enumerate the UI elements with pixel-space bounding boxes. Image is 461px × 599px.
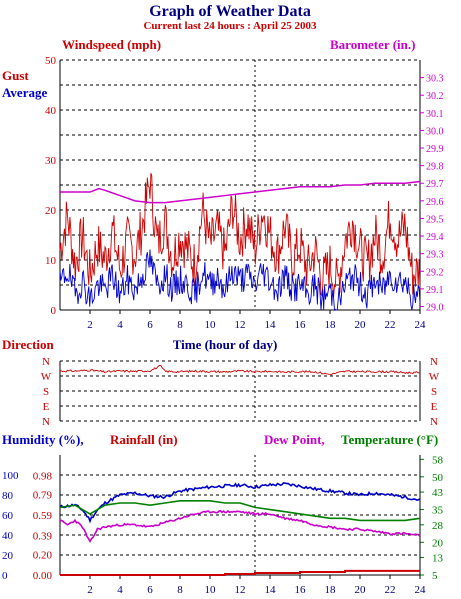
windspeed-tick-label: 10	[45, 255, 57, 267]
rainfall-tick-label: 0.59	[33, 510, 53, 522]
barometer-axis-label: Barometer (in.)	[330, 37, 415, 52]
humidity-time-tick-label: 18	[325, 584, 337, 596]
average-series-line	[59, 249, 421, 311]
temperature-tick-label: 58	[432, 454, 444, 466]
chart-subtitle: Current last 24 hours : April 25 2003	[143, 20, 317, 32]
humidity-time-tick-label: 10	[205, 584, 217, 596]
barometer-tick-label: 30.0	[426, 126, 444, 137]
temperature-tick-label: 28	[432, 520, 444, 532]
direction-tick-label-right: E	[431, 401, 438, 413]
barometer-tick-label: 29.8	[426, 162, 444, 173]
humidity-series-line	[59, 482, 421, 524]
humidity-tick-label: 20	[2, 550, 14, 562]
time-tick-label: 4	[117, 319, 123, 331]
barometer-tick-label: 29.9	[426, 144, 444, 155]
barometer-tick-label: 29.4	[426, 232, 444, 243]
rainfall-tick-label: 0.79	[33, 490, 53, 502]
humidity-time-tick-label: 16	[295, 584, 307, 596]
barometer-tick-label: 29.3	[426, 250, 444, 261]
gust-legend-label: Gust	[2, 68, 29, 83]
barometer-tick-label: 30.1	[426, 109, 444, 120]
direction-tick-label-left: N	[42, 356, 50, 368]
chart-title: Graph of Weather Data	[149, 3, 311, 20]
humidity-time-tick-label: 6	[147, 584, 153, 596]
temperature-tick-label: 5	[432, 570, 438, 582]
time-tick-label: 14	[265, 319, 277, 331]
windspeed-tick-label: 30	[45, 155, 57, 167]
windspeed-tick-label: 0	[51, 305, 57, 317]
direction-tick-label-left: N	[42, 416, 50, 428]
time-tick-label: 20	[355, 319, 367, 331]
direction-tick-label-left: E	[43, 401, 50, 413]
windspeed-tick-label: 20	[45, 205, 57, 217]
time-tick-label: 10	[205, 319, 217, 331]
temperature-tick-label: 35	[432, 505, 444, 517]
humidity-time-tick-label: 2	[87, 584, 93, 596]
direction-plot: N NW WS SE EN N	[41, 356, 440, 428]
direction-tick-label-right: N	[430, 416, 438, 428]
humidity-time-tick-label: 12	[235, 584, 246, 596]
gust-series-line	[59, 172, 421, 298]
barometer-tick-label: 30.2	[426, 91, 444, 102]
time-tick-label: 12	[235, 319, 246, 331]
rainfall-tick-label: 0.20	[33, 550, 53, 562]
direction-series-line	[59, 365, 421, 376]
direction-tick-label-right: W	[429, 371, 440, 383]
humidity-temperature-plot: 0 20 40 60 80 100 0.00 0.20 0.39 0.59 0.79 0.98 5 13 2…	[2, 454, 444, 596]
dew-point-series-line	[59, 509, 421, 543]
barometer-tick-label: 29.7	[426, 179, 444, 190]
temperature-series-line	[59, 500, 421, 522]
direction-tick-label-left: S	[43, 386, 49, 398]
humidity-time-tick-label: 8	[177, 584, 183, 596]
humidity-time-tick-label: 24	[415, 584, 427, 596]
dew-point-axis-label: Dew Point,	[264, 432, 325, 447]
barometer-tick-label: 29.2	[426, 267, 444, 278]
direction-tick-label-left: W	[41, 371, 52, 383]
humidity-tick-label: 60	[2, 510, 14, 522]
rainfall-axis-label: Rainfall (in)	[110, 432, 178, 447]
humidity-time-tick-label: 4	[117, 584, 123, 596]
barometer-series-line	[60, 180, 421, 204]
temperature-tick-label: 20	[432, 537, 444, 549]
humidity-time-tick-label: 20	[355, 584, 367, 596]
time-tick-label: 22	[385, 319, 396, 331]
temperature-tick-label: 13	[432, 553, 444, 565]
barometer-tick-label: 29.5	[426, 214, 444, 225]
windspeed-axis-label: Windspeed (mph)	[62, 37, 161, 52]
average-legend-label: Average	[2, 85, 47, 100]
time-tick-label: 6	[147, 319, 153, 331]
rainfall-tick-label: 0.00	[33, 570, 53, 582]
barometer-tick-label: 29.1	[426, 285, 444, 296]
humidity-time-tick-label: 22	[385, 584, 396, 596]
direction-tick-label-right: N	[430, 356, 438, 368]
time-tick-label: 16	[295, 319, 307, 331]
humidity-time-tick-label: 14	[265, 584, 277, 596]
windspeed-tick-label: 40	[45, 105, 57, 117]
direction-axis-label: Direction	[2, 337, 55, 352]
temperature-tick-label: 43	[432, 487, 444, 499]
temperature-axis-label: Temperature (°F)	[341, 432, 438, 447]
barometer-tick-label: 29.6	[426, 197, 444, 208]
humidity-tick-label: 0	[2, 570, 8, 582]
barometer-tick-label: 30.3	[426, 74, 444, 85]
time-axis-label: Time (hour of day)	[173, 337, 278, 352]
time-tick-label: 24	[415, 319, 427, 331]
barometer-tick-label: 29.0	[426, 302, 444, 313]
direction-tick-label-right: S	[431, 386, 437, 398]
windspeed-tick-label: 50	[45, 55, 57, 67]
windspeed-barometer-plot: 0 10 20 30 40 50 29.0 29.1 29.2 29.3 29.4 29.5 29.6 2…	[45, 55, 444, 331]
humidity-axis-label: Humidity (%),	[2, 432, 84, 447]
humidity-tick-label: 100	[2, 470, 19, 482]
rainfall-series-line	[60, 569, 420, 576]
humidity-tick-label: 80	[2, 490, 14, 502]
time-tick-label: 8	[177, 319, 183, 331]
rainfall-tick-label: 0.39	[33, 530, 53, 542]
rainfall-tick-label: 0.98	[33, 470, 53, 482]
temperature-tick-label: 50	[432, 472, 444, 484]
time-tick-label: 2	[87, 319, 93, 331]
time-tick-label: 18	[325, 319, 337, 331]
humidity-tick-label: 40	[2, 530, 14, 542]
